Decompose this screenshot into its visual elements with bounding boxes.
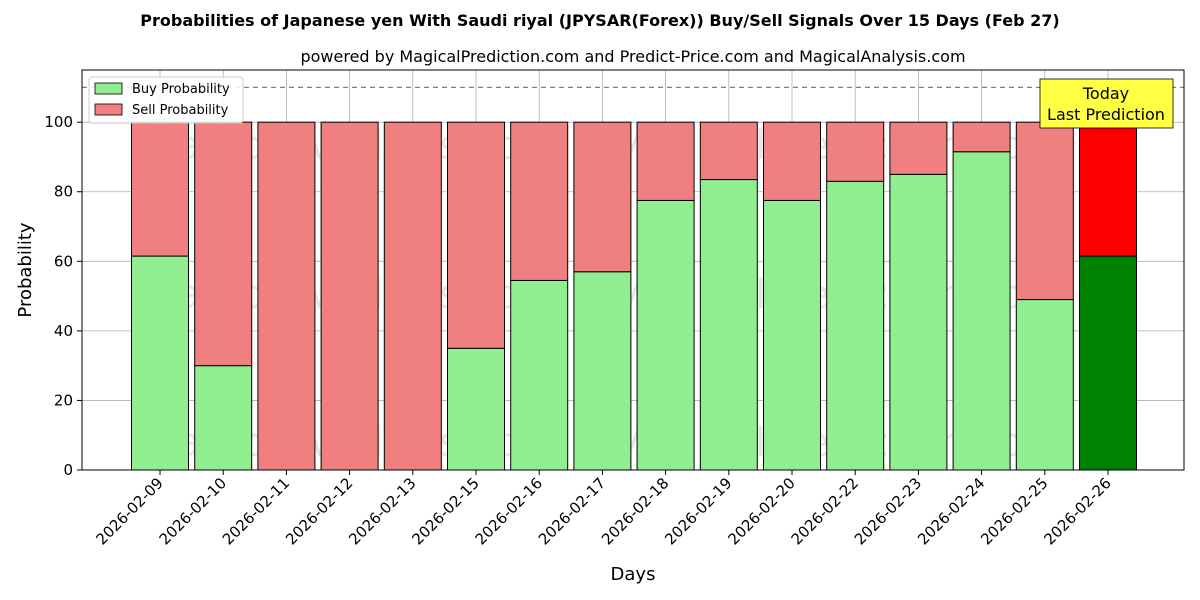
bar-buy (636, 199, 695, 471)
bar-buy (573, 271, 632, 471)
bar-buy (131, 255, 189, 471)
x-tick-label: 2026-02-11 (219, 474, 293, 548)
bar-buy (194, 365, 253, 471)
y-tick-label: 100 (44, 113, 73, 131)
bar-sell (447, 121, 505, 349)
x-tick-label: 2026-02-16 (472, 474, 546, 548)
bar-buy (889, 173, 948, 471)
x-tick-label: 2026-02-12 (282, 474, 356, 548)
x-tick-label: 2026-02-17 (535, 474, 609, 548)
bar-buy (826, 180, 885, 471)
bar-buy (510, 279, 569, 471)
chart-title: Probabilities of Japanese yen With Saudi… (140, 11, 1059, 30)
x-tick-label: 2026-02-23 (851, 474, 925, 548)
x-tick-label: 2026-02-09 (92, 474, 166, 548)
today-annotation: Today Last Prediction (1039, 78, 1174, 129)
x-axis-label: Days (611, 564, 656, 585)
bar-buy (952, 151, 1011, 471)
bar-sell (826, 121, 885, 182)
bar-buy (1079, 255, 1137, 471)
bar-sell (699, 121, 758, 181)
x-tick-label: 2026-02-20 (724, 474, 798, 548)
chart-subtitle: powered by MagicalPrediction.com and Pre… (300, 47, 965, 66)
bar-sell (573, 121, 632, 273)
y-tick-label: 20 (54, 391, 73, 409)
plot-frame (81, 69, 1185, 471)
bar-sell (510, 121, 569, 281)
bar-sell (383, 121, 442, 471)
y-tick-label: 80 (54, 183, 73, 201)
bar-sell (636, 121, 695, 201)
legend-label-sell: Sell Probability (132, 103, 229, 118)
x-tick-label: 2026-02-26 (1040, 474, 1114, 548)
legend-swatch-buy (94, 82, 123, 95)
bars (131, 121, 1137, 471)
bar-buy (699, 179, 758, 471)
y-tick-label: 0 (63, 461, 73, 479)
bar-buy (763, 199, 821, 471)
legend-label-buy: Buy Probability (132, 82, 230, 97)
annotation-box (1039, 78, 1174, 129)
legend-box (88, 76, 244, 124)
legend-swatch-sell (94, 103, 123, 116)
y-axis-label: Probability (15, 222, 36, 317)
legend: Buy Probability Sell Probability (88, 76, 244, 124)
bar-sell (1015, 121, 1074, 301)
x-tick-label: 2026-02-18 (598, 474, 672, 548)
x-tick-label: 2026-02-25 (977, 474, 1051, 548)
x-tick-label: 2026-02-24 (914, 474, 988, 548)
x-axis-ticks: 2026-02-092026-02-102026-02-112026-02-12… (92, 470, 1115, 548)
y-tick-label: 60 (54, 252, 73, 270)
y-axis-ticks: 0 20 40 60 80 100 (44, 113, 82, 479)
bar-buy (1015, 299, 1074, 471)
bar-sell (194, 121, 253, 367)
bar-buy (447, 347, 505, 471)
annotation-line-2: Last Prediction (1047, 105, 1165, 124)
bar-sell (320, 121, 379, 471)
annotation-line-1: Today (1082, 84, 1129, 103)
bar-sell (257, 121, 316, 471)
x-tick-label: 2026-02-15 (408, 474, 482, 548)
x-tick-label: 2026-02-13 (345, 474, 419, 548)
bar-sell (131, 121, 189, 257)
y-tick-label: 40 (54, 322, 73, 340)
x-tick-label: 2026-02-22 (788, 474, 862, 548)
bar-sell (763, 121, 821, 201)
bar-sell (1079, 121, 1137, 257)
x-tick-label: 2026-02-10 (156, 474, 230, 548)
bar-sell (952, 121, 1011, 153)
bar-sell (889, 121, 948, 175)
x-tick-label: 2026-02-19 (661, 474, 735, 548)
